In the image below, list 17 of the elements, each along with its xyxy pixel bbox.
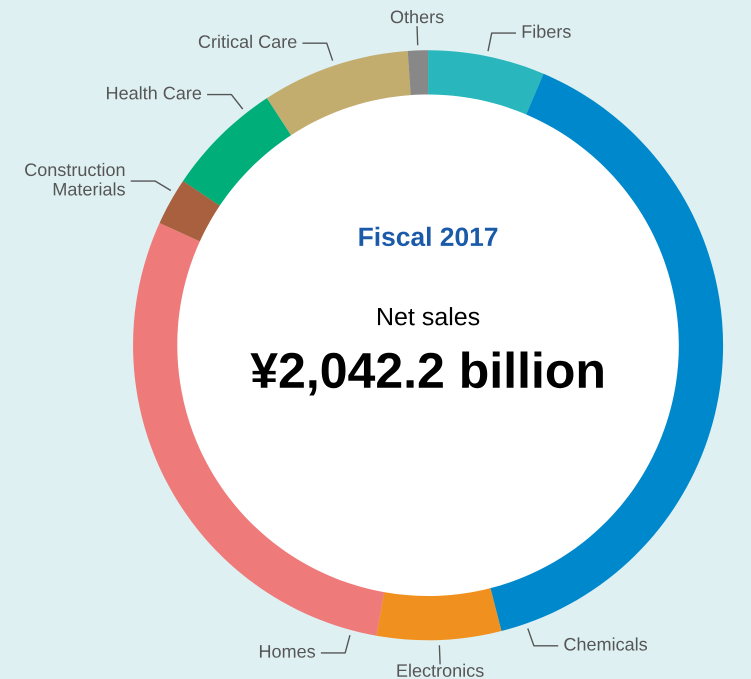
donut-slice: [428, 50, 544, 115]
slice-label: Others: [390, 10, 444, 24]
donut-slice: [266, 50, 411, 136]
slice-label: Homes: [260, 645, 316, 658]
slice-label: Critical Care: [198, 34, 296, 48]
text: Net sales: [378, 307, 480, 326]
donut-slice: [183, 98, 292, 206]
text: ¥2,042.2 billion: [250, 351, 603, 396]
slice-label: Electronics: [397, 664, 484, 677]
donut-slice: [376, 588, 502, 640]
text: Fiscal 2017: [359, 226, 498, 246]
slice-label: Health Care: [107, 86, 202, 100]
slice-label: Chemicals: [564, 637, 648, 651]
donut-slice: [160, 180, 220, 242]
donut-slice: [408, 50, 428, 96]
slice-label: Fibers: [522, 24, 571, 38]
slice-label: Construction Materials: [25, 162, 125, 196]
